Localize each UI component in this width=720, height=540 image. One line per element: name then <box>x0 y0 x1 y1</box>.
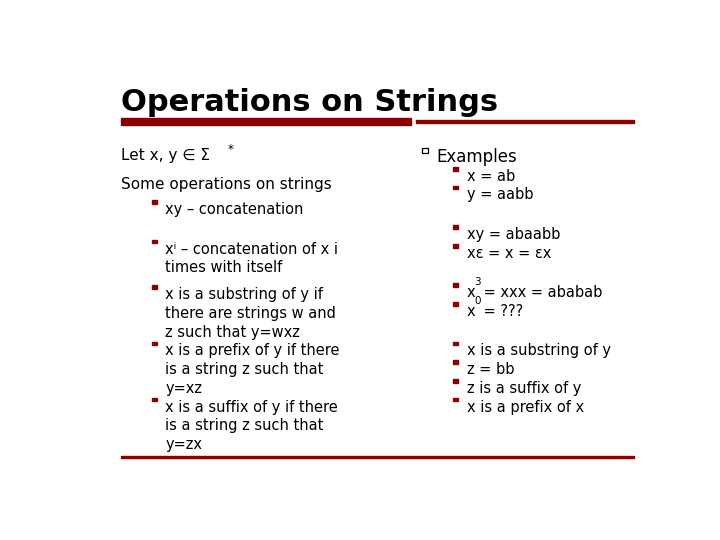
Bar <box>453 186 458 190</box>
Text: x is a substring of y if: x is a substring of y if <box>166 287 323 302</box>
Text: times with itself: times with itself <box>166 260 282 275</box>
Bar <box>152 341 157 345</box>
Bar <box>453 302 458 306</box>
Text: there are strings w and: there are strings w and <box>166 306 336 321</box>
Text: Some operations on strings: Some operations on strings <box>121 177 331 192</box>
Text: 3: 3 <box>474 277 480 287</box>
Text: xy – concatenation: xy – concatenation <box>166 202 304 217</box>
Text: Operations on Strings: Operations on Strings <box>121 87 498 117</box>
Text: xy = abaabb: xy = abaabb <box>467 227 560 242</box>
Bar <box>453 284 458 287</box>
Bar <box>152 397 157 401</box>
Bar <box>453 360 458 364</box>
Text: is a string z such that: is a string z such that <box>166 362 324 377</box>
Text: y=zx: y=zx <box>166 437 202 452</box>
Bar <box>453 341 458 345</box>
Text: x = ab: x = ab <box>467 168 515 184</box>
Text: z such that y=wxz: z such that y=wxz <box>166 325 300 340</box>
Bar <box>453 397 458 401</box>
Text: xⁱ – concatenation of x i: xⁱ – concatenation of x i <box>166 241 338 256</box>
Text: x: x <box>467 304 475 319</box>
Text: 0: 0 <box>474 295 480 306</box>
Text: z is a suffix of y: z is a suffix of y <box>467 381 581 396</box>
Bar <box>453 167 458 171</box>
Text: = xxx = ababab: = xxx = ababab <box>479 285 603 300</box>
Text: x is a prefix of x: x is a prefix of x <box>467 400 584 415</box>
Bar <box>453 379 458 383</box>
Bar <box>416 120 634 123</box>
Bar <box>453 225 458 229</box>
Text: x is a substring of y: x is a substring of y <box>467 343 611 359</box>
Text: *: * <box>228 143 234 156</box>
Text: xε = x = εx: xε = x = εx <box>467 246 551 261</box>
Bar <box>121 456 634 458</box>
Bar <box>152 285 157 289</box>
Text: = ???: = ??? <box>479 304 523 319</box>
Text: y = aabb: y = aabb <box>467 187 533 202</box>
Text: x is a suffix of y if there: x is a suffix of y if there <box>166 400 338 415</box>
Text: x is a prefix of y if there: x is a prefix of y if there <box>166 343 340 359</box>
Text: Examples: Examples <box>436 148 517 166</box>
Bar <box>121 118 411 125</box>
Bar <box>453 244 458 247</box>
Text: x: x <box>467 285 475 300</box>
Text: y=xz: y=xz <box>166 381 202 396</box>
Text: is a string z such that: is a string z such that <box>166 418 324 433</box>
Bar <box>152 200 157 204</box>
Bar <box>422 148 428 152</box>
Text: z = bb: z = bb <box>467 362 514 377</box>
Bar <box>152 240 157 244</box>
Text: Let x, y ∈ Σ: Let x, y ∈ Σ <box>121 148 210 163</box>
